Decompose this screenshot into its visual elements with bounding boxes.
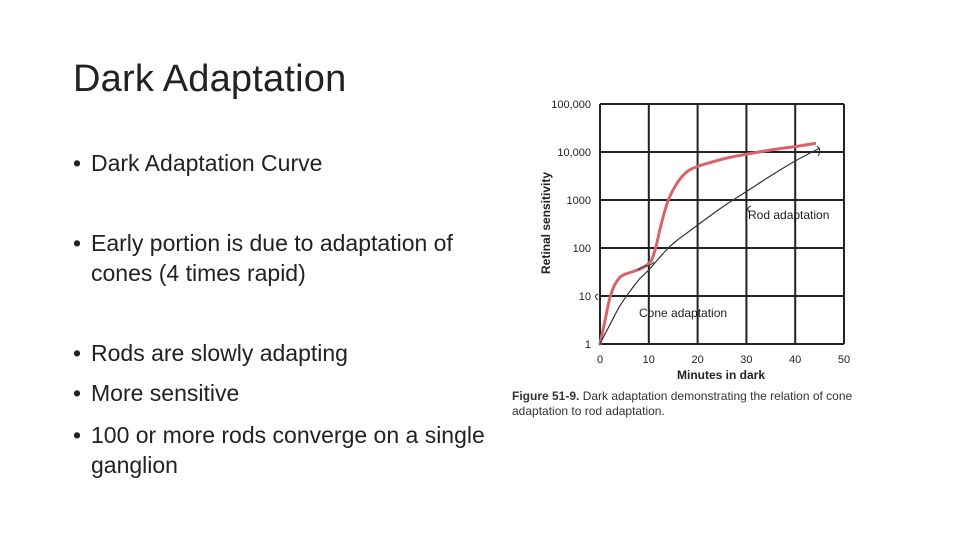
y-tick-label: 10	[579, 291, 591, 303]
x-tick-label: 0	[597, 354, 603, 366]
rod-adaptation-line	[599, 147, 821, 345]
slide-title: Dark Adaptation	[73, 58, 347, 100]
figure-label: Figure 51-9.	[512, 389, 580, 403]
y-tick-label: 100,000	[551, 99, 591, 111]
bullet-item: More sensitive	[73, 378, 511, 408]
rod-adaptation-label: Rod adaptation	[748, 208, 829, 222]
x-tick-label: 50	[838, 354, 850, 366]
x-tick-label: 40	[789, 354, 801, 366]
annotations: Rod adaptation Cone adaptation	[595, 145, 829, 320]
bullet-item: Dark Adaptation Curve	[73, 148, 511, 178]
x-axis-title: Minutes in dark	[677, 368, 765, 382]
grid	[599, 103, 845, 345]
figure-caption-text: Dark adaptation demonstrating the relati…	[512, 389, 853, 418]
bullet-item: Rods are slowly adapting	[73, 338, 511, 368]
x-tick-label: 20	[691, 354, 703, 366]
y-tick-label: 10,000	[557, 147, 591, 159]
series	[598, 142, 821, 346]
figure-caption: Figure 51-9. Dark adaptation demonstrati…	[512, 389, 892, 419]
bullet-item: Early portion is due to adaptation of co…	[73, 228, 511, 288]
rod-adaptation-end-bracket	[816, 145, 821, 157]
x-tick-label: 30	[740, 354, 752, 366]
y-axis-title: Retinal sensitivity	[539, 172, 553, 274]
cone-adaptation-label: Cone adaptation	[639, 306, 727, 320]
y-tick-label: 1	[585, 339, 591, 351]
cone-adaptation-leader	[637, 261, 655, 271]
sensitivity-curve-line	[598, 142, 817, 346]
y-tick-label: 1000	[567, 195, 591, 207]
bullet-item: 100 or more rods converge on a single ga…	[73, 420, 511, 480]
rod-adaptation-leader	[747, 205, 752, 213]
x-tick-label: 10	[643, 354, 655, 366]
tick-labels: 0 10 20 30 40 50 1 10 100 1000 10,000 100,000	[551, 99, 850, 366]
dark-adaptation-chart: 0 10 20 30 40 50 1 10 100 1000 10,000 100,000 Minut…	[539, 99, 850, 382]
y-tick-label: 100	[573, 243, 591, 255]
cone-adaptation-start-bracket	[595, 293, 599, 301]
